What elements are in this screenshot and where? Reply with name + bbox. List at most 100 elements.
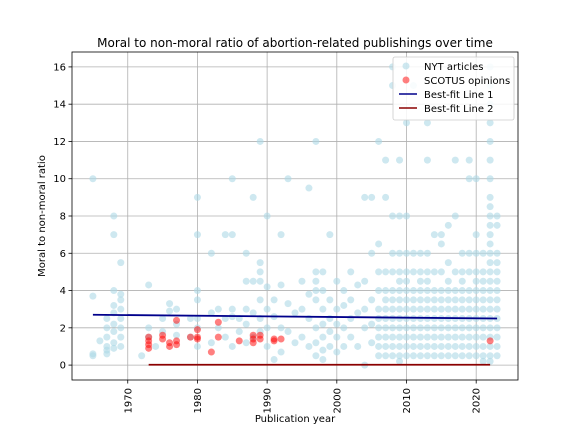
nyt-point: [416, 249, 424, 257]
nyt-point: [396, 357, 404, 365]
legend: NYT articles SCOTUS opinions Best-fit Li…: [392, 56, 515, 121]
nyt-point: [444, 342, 452, 350]
nyt-point: [89, 292, 97, 300]
y-tick-label: 2: [60, 323, 66, 334]
nyt-point: [326, 296, 334, 304]
nyt-point: [451, 296, 459, 304]
nyt-point: [368, 339, 376, 347]
nyt-point: [493, 296, 501, 304]
nyt-point: [451, 268, 459, 276]
nyt-point: [451, 342, 459, 350]
nyt-point: [444, 333, 452, 341]
nyt-point: [451, 287, 459, 295]
nyt-point: [486, 137, 494, 145]
nyt-point: [340, 342, 348, 350]
nyt-point: [396, 296, 404, 304]
nyt-point: [389, 305, 397, 313]
nyt-point: [326, 328, 334, 336]
nyt-point: [249, 309, 257, 317]
nyt-point: [207, 309, 215, 317]
nyt-point: [472, 352, 480, 360]
nyt-point: [416, 342, 424, 350]
nyt-point: [333, 320, 341, 328]
nyt-point: [416, 333, 424, 341]
nyt-point: [389, 324, 397, 332]
nyt-point: [423, 287, 431, 295]
nyt-point: [375, 342, 383, 350]
nyt-point: [486, 268, 494, 276]
nyt-point: [479, 352, 487, 360]
scotus-point: [166, 342, 174, 350]
nyt-point: [465, 296, 473, 304]
nyt-point: [479, 287, 487, 295]
nyt-point: [486, 203, 494, 211]
nyt-point: [375, 287, 383, 295]
nyt-point: [375, 333, 383, 341]
nyt-point: [221, 333, 229, 341]
nyt-point: [249, 277, 257, 285]
nyt-point: [354, 309, 362, 317]
nyt-point: [493, 324, 501, 332]
nyt-point: [117, 342, 125, 350]
scotus-point: [173, 316, 181, 324]
nyt-point: [465, 268, 473, 276]
nyt-point: [403, 212, 410, 220]
nyt-point: [403, 277, 410, 285]
nyt-point: [486, 305, 494, 313]
nyt-point: [396, 249, 404, 257]
nyt-point: [403, 119, 410, 127]
nyt-point: [117, 333, 125, 341]
nyt-point: [416, 268, 424, 276]
nyt-point: [437, 324, 445, 332]
nyt-point: [382, 156, 390, 164]
nyt-point: [409, 287, 417, 295]
nyt-point: [305, 184, 313, 192]
nyt-point: [458, 268, 466, 276]
nyt-point: [396, 305, 404, 313]
nyt-point: [96, 337, 104, 345]
nyt-point: [117, 315, 125, 322]
nyt-point: [493, 333, 501, 341]
nyt-point: [493, 259, 501, 267]
nyt-point: [451, 212, 459, 220]
nyt-point: [312, 277, 320, 285]
nyt-point: [416, 305, 424, 313]
nyt-point: [493, 268, 501, 276]
nyt-point: [145, 324, 153, 332]
y-tick-label: 10: [53, 174, 66, 185]
nyt-point: [249, 193, 257, 201]
nyt-point: [465, 352, 473, 360]
nyt-point: [403, 342, 410, 350]
nyt-point: [472, 231, 480, 239]
y-tick-label: 12: [53, 137, 66, 148]
nyt-point: [430, 342, 438, 350]
x-tick-label: 1990: [263, 388, 274, 413]
x-tick-label: 2000: [332, 388, 343, 413]
nyt-point: [319, 356, 327, 363]
nyt-point: [493, 305, 501, 313]
nyt-point: [326, 231, 334, 239]
nyt-point: [479, 296, 487, 304]
nyt-point: [340, 301, 348, 309]
nyt-point: [193, 193, 201, 201]
nyt-point: [416, 324, 424, 332]
nyt-point: [138, 352, 146, 360]
nyt-point: [396, 277, 404, 285]
nyt-point: [368, 296, 376, 304]
nyt-point: [458, 296, 466, 304]
scotus-point: [145, 344, 153, 352]
nyt-point: [409, 249, 417, 257]
nyt-point: [486, 357, 494, 365]
nyt-point: [451, 333, 459, 341]
nyt-point: [486, 240, 494, 248]
nyt-point: [472, 287, 480, 295]
nyt-point: [333, 348, 341, 356]
nyt-point: [472, 305, 480, 313]
nyt-point: [486, 212, 494, 220]
nyt-point: [479, 342, 487, 350]
nyt-point: [465, 249, 473, 257]
nyt-point: [396, 268, 404, 276]
nyt-point: [228, 342, 236, 350]
nyt-point: [486, 221, 494, 229]
nyt-point: [242, 305, 250, 313]
